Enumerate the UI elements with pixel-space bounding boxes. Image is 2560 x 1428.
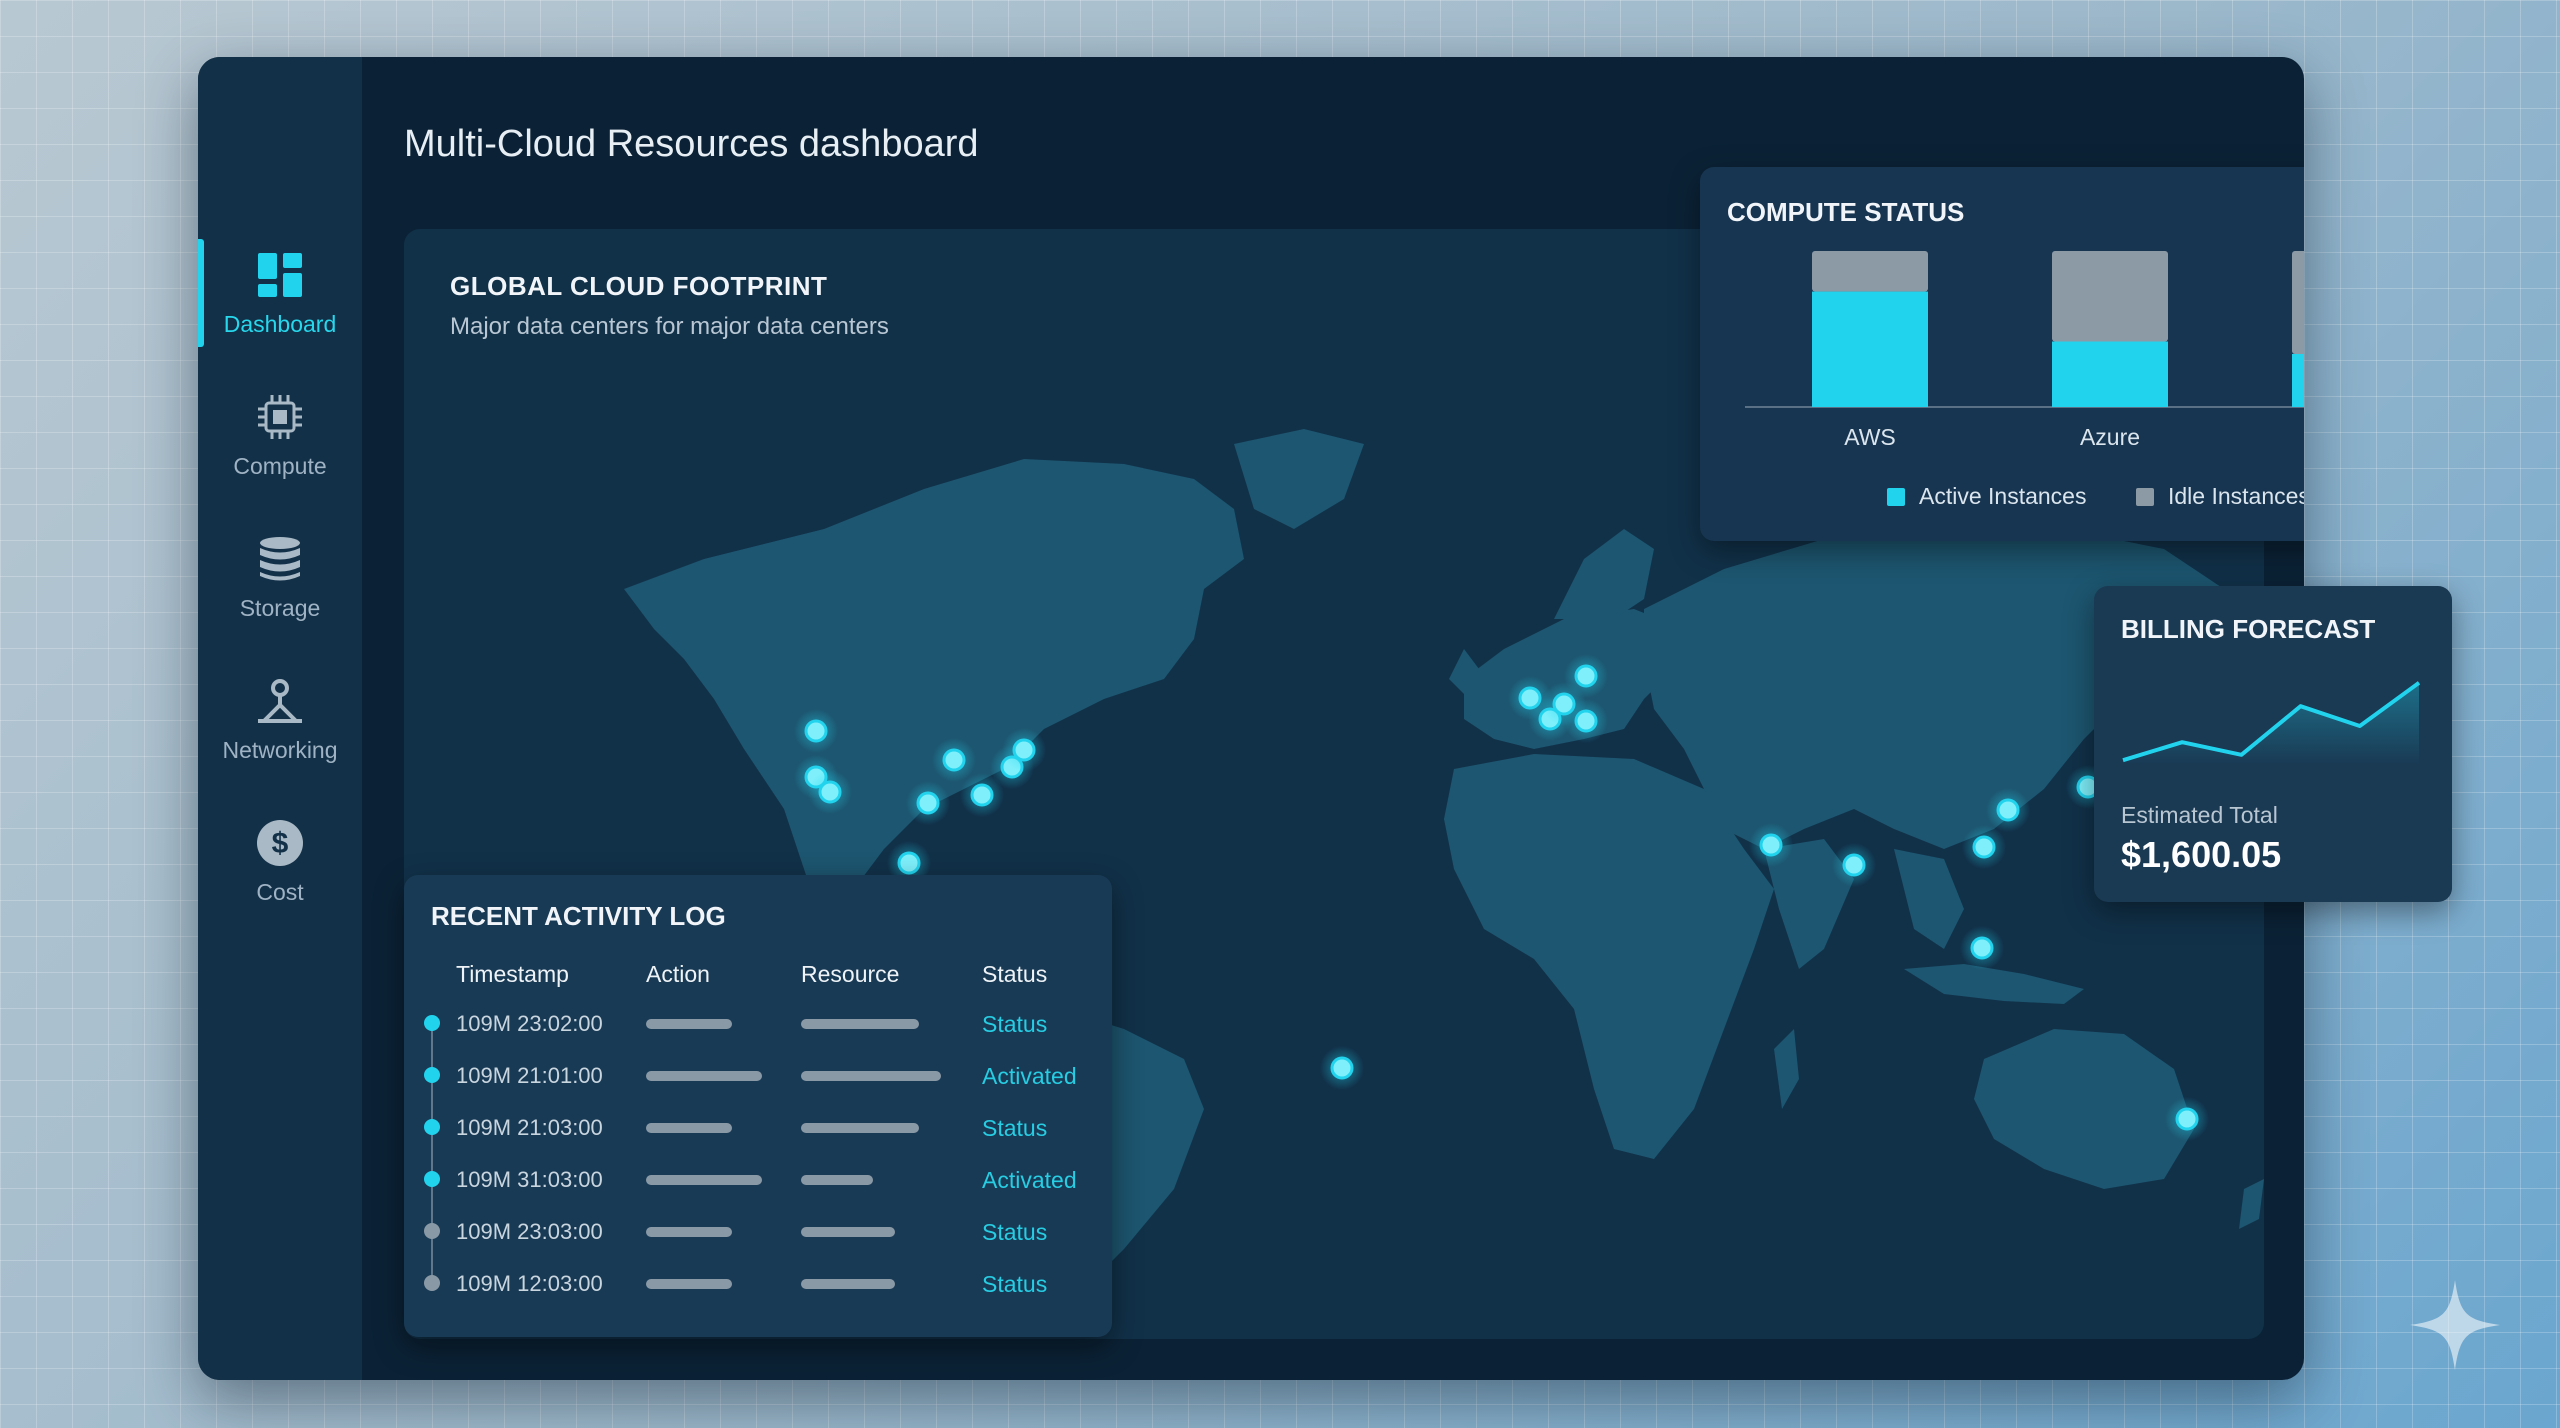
legend-swatch-active (1887, 487, 1905, 506)
row-status[interactable]: Activated (982, 1063, 1077, 1089)
bar-aws-active[interactable] (1812, 291, 1928, 407)
resource-placeholder-bar (801, 1071, 941, 1081)
activity-log-card: RECENT ACTIVITY LOG Timestamp Action Res… (404, 875, 1112, 1337)
row-timestamp: 109M 31:03:00 (456, 1167, 603, 1192)
sparkle-icon (2410, 1280, 2500, 1370)
billing-estimated-label: Estimated Total (2121, 802, 2278, 828)
action-placeholder-bar (646, 1071, 762, 1081)
timeline-dot (424, 1067, 440, 1083)
action-placeholder-bar (646, 1227, 732, 1237)
row-timestamp: 109M 21:01:00 (456, 1063, 603, 1088)
billing-estimated-value: $1,600.05 (2121, 834, 2282, 875)
x-tick-label: Azure (2080, 424, 2140, 450)
sidebar-item-label: Networking (222, 736, 338, 763)
resource-placeholder-bar (801, 1019, 919, 1029)
legend-label-active: Active Instances (1919, 483, 2087, 509)
sidebar-item-compute[interactable]: Compute (198, 375, 362, 495)
database-icon (260, 536, 300, 580)
bar-azure-active[interactable] (2052, 341, 2168, 407)
row-status[interactable]: Status (982, 1219, 1048, 1245)
column-header-action[interactable]: Action (646, 961, 710, 987)
table-row[interactable]: 109M 23:02:00 Status (404, 1011, 1112, 1063)
row-timestamp: 109M 21:03:00 (456, 1115, 603, 1140)
column-header-status[interactable]: Status (982, 961, 1048, 987)
row-timestamp: 109M 23:03:00 (456, 1219, 603, 1244)
legend-active: Active Instances (1887, 483, 2086, 510)
timeline-dot (424, 1223, 440, 1239)
table-row[interactable]: 109M 21:01:00 Activated (404, 1063, 1112, 1115)
row-timestamp: 109M 12:03:00 (456, 1271, 603, 1296)
sidebar-item-storage[interactable]: Storage (198, 517, 362, 637)
timeline-dot (424, 1171, 440, 1187)
row-timestamp: 109M 23:02:00 (456, 1011, 603, 1036)
bar-aws-idle[interactable] (1812, 251, 1928, 292)
bar-azure-idle[interactable] (2052, 251, 2168, 342)
action-placeholder-bar (646, 1019, 732, 1029)
row-status[interactable]: Activated (982, 1167, 1077, 1193)
action-placeholder-bar (646, 1123, 732, 1133)
sidebar: Dashboard Compute Storag (198, 57, 362, 1380)
bar-gcp-active[interactable] (2292, 353, 2304, 407)
dollar-icon: $ (257, 819, 303, 866)
row-status[interactable]: Status (982, 1271, 1048, 1297)
dashboard-icon (258, 252, 302, 297)
sparkline-series (2122, 681, 2421, 763)
table-row[interactable]: 109M 12:03:00 Status (404, 1271, 1112, 1323)
billing-forecast-card: BILLING FORECAST Estimated Total $1,600.… (2094, 586, 2452, 902)
sidebar-item-cost[interactable]: $ Cost (198, 801, 362, 921)
sidebar-item-label: Dashboard (223, 310, 337, 337)
table-row[interactable]: 109M 23:03:00 Status (404, 1219, 1112, 1271)
resource-placeholder-bar (801, 1123, 919, 1133)
table-row[interactable]: 109M 21:03:00 Status (404, 1115, 1112, 1167)
sidebar-item-label: Storage (239, 594, 321, 621)
timeline-dot (424, 1119, 440, 1135)
x-tick-label: AWS (1844, 424, 1896, 450)
legend-label-idle: Idle Instances (2168, 483, 2304, 509)
sparkline-area (2123, 682, 2419, 766)
resource-placeholder-bar (801, 1175, 873, 1185)
map-subtitle: Major data centers for major data center… (450, 313, 889, 340)
billing-title: BILLING FORECAST (2121, 614, 2376, 644)
map-title: GLOBAL CLOUD FOOTPRINT (450, 271, 828, 301)
sidebar-item-networking[interactable]: Networking (198, 659, 362, 779)
row-status[interactable]: Status (982, 1011, 1048, 1037)
bar-gcp-idle[interactable] (2292, 251, 2304, 354)
action-placeholder-bar (646, 1279, 732, 1289)
column-header-timestamp[interactable]: Timestamp (456, 961, 569, 987)
app-window: Dashboard Compute Storag (198, 57, 2304, 1380)
resource-placeholder-bar (801, 1279, 895, 1289)
resource-placeholder-bar (801, 1227, 895, 1237)
column-header-resource[interactable]: Resource (801, 961, 900, 987)
billing-sparkline[interactable] (2121, 666, 2425, 776)
timeline-dot (424, 1275, 440, 1291)
sidebar-item-label: Cost (256, 878, 304, 905)
network-icon (258, 678, 302, 723)
compute-status-card: COMPUTE STATUS AWS Azure GCP Active Instan… (1700, 167, 2304, 541)
row-status[interactable]: Status (982, 1115, 1048, 1141)
legend-idle: Idle Instances (2136, 483, 2304, 510)
timeline-line (431, 1025, 433, 1285)
sidebar-item-label: Compute (233, 452, 327, 479)
compute-bar-chart[interactable]: AWS Azure GCP (1700, 247, 2304, 477)
activity-title: RECENT ACTIVITY LOG (431, 901, 726, 931)
compute-status-title: COMPUTE STATUS (1727, 197, 1965, 227)
action-placeholder-bar (646, 1175, 762, 1185)
table-row[interactable]: 109M 31:03:00 Activated (404, 1167, 1112, 1219)
legend-swatch-idle (2136, 487, 2154, 506)
page-title: Multi-Cloud Resources dashboard (404, 123, 979, 165)
cpu-chip-icon (258, 394, 302, 439)
timeline-dot (424, 1015, 440, 1031)
svg-text:$: $ (272, 827, 289, 860)
sidebar-item-dashboard[interactable]: Dashboard (198, 233, 362, 353)
